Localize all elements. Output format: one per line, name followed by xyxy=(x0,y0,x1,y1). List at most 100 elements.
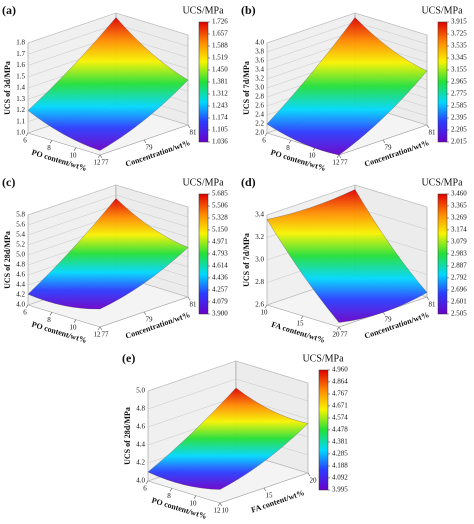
x-tick xyxy=(73,147,77,151)
x-tick-label: 12 xyxy=(94,159,102,167)
z-tick-label: 1.7 xyxy=(16,50,25,58)
z-tick-label: 3.8 xyxy=(255,48,264,56)
colorbar-title: UCS/MPa xyxy=(421,177,463,188)
x-tick xyxy=(300,315,304,320)
x-tick xyxy=(145,480,149,485)
x-tick xyxy=(49,312,53,316)
z-tick-label: 4.0 xyxy=(136,477,145,485)
z-tick-label: 4.4 xyxy=(136,441,145,449)
x-tick-label: 12 xyxy=(214,507,222,515)
colorbar-tick-label: 4.436 xyxy=(212,274,228,282)
colorbar-tick-label: 4.614 xyxy=(212,262,228,270)
colorbar-tick-label: 5.328 xyxy=(212,214,228,222)
z-tick-label: 1.0 xyxy=(16,129,25,137)
panel: 1.0 1.1 1.2 1.3 1.4 1.5 1.6 1.7 1.8 UCS of 3d/MPa… xyxy=(2,3,228,173)
y-tick xyxy=(382,139,386,144)
colorbar-tick-label: 3.725 xyxy=(451,30,467,38)
colorbar-tick-label: 2.585 xyxy=(451,102,467,110)
y-tick xyxy=(219,502,223,507)
z-tick-label: 4.4 xyxy=(16,281,25,289)
z-tick-label: 2.2 xyxy=(255,120,264,128)
z-tick-label: 4.6 xyxy=(136,423,145,431)
colorbar-tick-label: 2.015 xyxy=(451,138,467,146)
panel-label: (a) xyxy=(2,3,16,17)
colorbar-tick-label: 2.205 xyxy=(451,126,467,134)
y-tick-label: 10 xyxy=(222,507,230,515)
x-tick-label: 8 xyxy=(167,492,171,500)
y-axis-label: FA content/wt% xyxy=(250,488,306,515)
panel: 4.0 4.2 4.4 4.6 4.8 5.0 5.2 5.4 5.6 5.8 UCS of 28d… xyxy=(2,175,228,345)
x-axis-label: PO content/wt% xyxy=(151,496,208,521)
y-tick xyxy=(187,296,191,301)
y-tick-label: 20 xyxy=(310,477,318,485)
z-tick-label: 1.2 xyxy=(16,106,25,114)
z-tick-label: 4.0 xyxy=(255,39,264,47)
z-tick-label: 5.2 xyxy=(16,241,25,249)
colorbar-tick-label: 1.312 xyxy=(212,90,228,98)
colorbar-tick-label: 4.257 xyxy=(212,286,228,294)
colorbar-tick-label: 2.965 xyxy=(451,78,467,86)
colorbar-tick-label: 1.657 xyxy=(212,30,228,38)
z-axis-label: UCS of 28d/MPa xyxy=(3,231,12,289)
y-tick-label: 77 xyxy=(102,331,110,339)
surface xyxy=(27,198,189,310)
y-tick-label: 15 xyxy=(266,492,274,500)
x-tick xyxy=(264,304,268,309)
x-tick xyxy=(25,132,29,137)
panel-label: (c) xyxy=(2,175,15,189)
colorbar-tick-label: 5.685 xyxy=(212,190,228,198)
colorbar xyxy=(318,369,329,491)
z-tick-label: 3.2 xyxy=(255,75,264,83)
colorbar-title: UCS/MPa xyxy=(302,353,344,364)
colorbar-tick-label: 4.381 xyxy=(332,438,348,446)
z-tick-label: 3.0 xyxy=(255,256,264,264)
z-tick-label: 3.4 xyxy=(255,211,264,219)
colorbar-tick-label: 2.983 xyxy=(451,250,467,258)
colorbar-tick-label: 3.174 xyxy=(451,226,467,234)
z-tick-label: 5.4 xyxy=(16,231,25,239)
colorbar-tick-label: 3.915 xyxy=(451,18,467,26)
z-tick-label: 4.0 xyxy=(16,301,25,309)
x-tick-label: 6 xyxy=(262,137,266,145)
z-tick-label: 5.8 xyxy=(16,211,25,219)
y-tick-label: 81 xyxy=(429,129,437,137)
colorbar xyxy=(198,21,209,143)
colorbar-tick-label: 4.079 xyxy=(212,298,228,306)
surface xyxy=(266,17,428,156)
colorbar-tick-label: 4.971 xyxy=(212,238,228,246)
grid-line xyxy=(266,12,428,44)
colorbar-tick-label: 1.381 xyxy=(212,78,228,86)
colorbar-tick-label: 4.478 xyxy=(332,426,348,434)
colorbar-tick-label: 3.079 xyxy=(451,237,467,245)
z-tick-label: 5.6 xyxy=(16,221,25,229)
colorbar-tick-label: 1.519 xyxy=(212,54,228,62)
y-tick-label: 81 xyxy=(429,301,437,309)
x-tick-label: 8 xyxy=(286,144,290,152)
y-tick-label: 79 xyxy=(146,316,154,324)
colorbar-title: UCS/MPa xyxy=(182,5,224,16)
colorbar-tick-label: 3.269 xyxy=(451,214,467,222)
y-tick xyxy=(99,154,103,159)
z-tick-label: 3.6 xyxy=(255,57,264,65)
colorbar-tick-label: 4.793 xyxy=(212,250,228,258)
z-tick-label: 2.0 xyxy=(255,129,264,137)
x-tick-label: 15 xyxy=(297,320,305,328)
x-tick-label: 10 xyxy=(261,309,269,317)
z-tick-label: 1.3 xyxy=(16,95,25,103)
z-axis-label: UCS of 7d/MPa xyxy=(242,61,251,115)
x-tick-label: 20 xyxy=(333,331,341,339)
colorbar-tick-label: 2.395 xyxy=(451,114,467,122)
z-tick-label: 1.5 xyxy=(16,72,25,80)
x-tick xyxy=(25,304,29,309)
z-tick-label: 4.8 xyxy=(136,405,145,413)
colorbar-tick-label: 2.775 xyxy=(451,90,467,98)
colorbar-tick-label: 2.505 xyxy=(451,310,467,318)
x-tick-label: 12 xyxy=(333,159,341,167)
x-axis-label: PO content/wt% xyxy=(270,148,327,173)
grid-line xyxy=(147,360,309,392)
y-tick xyxy=(307,472,311,477)
z-tick-label: 4.8 xyxy=(16,261,25,269)
x-tick-label: 8 xyxy=(47,316,51,324)
